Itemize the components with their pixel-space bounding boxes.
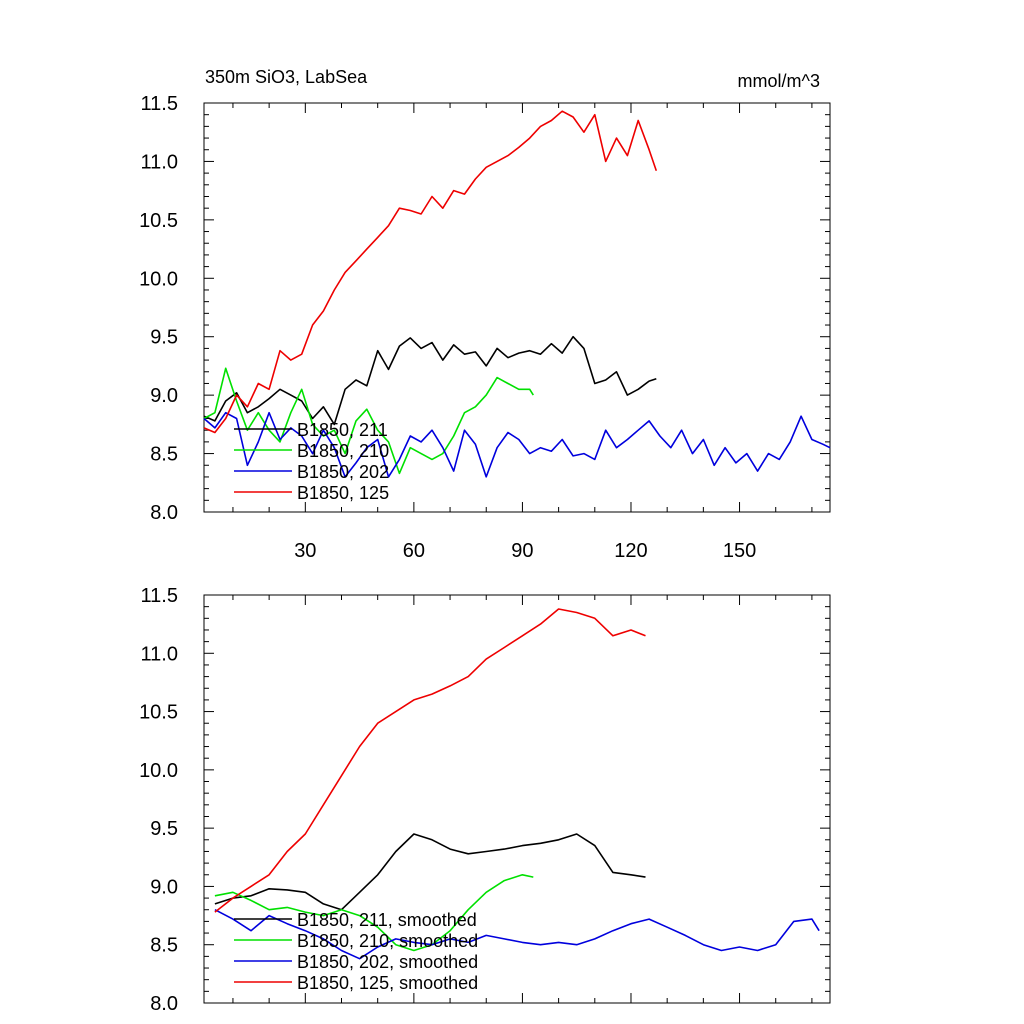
series-line [203,335,657,426]
chart-title: 350m SiO3, LabSea [205,67,368,87]
legend-label: B1850, 210, smoothed [297,931,478,951]
series-line [203,367,534,475]
y-tick-label: 9.0 [150,876,178,898]
y-tick-label: 8.5 [150,444,178,466]
y-tick-label: 11.5 [141,93,178,115]
x-tick-label: 30 [294,540,316,562]
y-tick-label: 11.0 [141,151,178,173]
series-line [214,608,646,913]
x-tick-label: 60 [403,540,425,562]
legend-label: B1850, 202 [297,462,389,482]
x-tick-label: 150 [723,540,756,562]
legend-label: B1850, 210 [297,441,389,461]
series-line [214,833,646,911]
legend-label: B1850, 211, smoothed [297,910,477,930]
x-tick-label: 120 [614,540,647,562]
legend-label: B1850, 125, smoothed [297,973,478,993]
y-tick-label: 11.5 [141,585,178,607]
top-panel: 8.0 8.5 9.0 9.5 10.0 10.5 11.0 11.5 30 60 90 120 150… [139,93,831,562]
plot-frame [203,102,831,513]
y-tick-label: 10.5 [139,702,178,724]
legend-label: B1850, 211 [297,420,388,440]
x-tick-label: 90 [511,540,533,562]
series-line [214,873,534,952]
y-tick-label: 9.5 [150,818,178,840]
y-tick-label: 10.5 [139,210,178,232]
y-tick-label: 10.0 [139,760,178,782]
series-line [214,908,820,960]
y-tick-label: 8.0 [150,993,178,1015]
y-tick-label: 9.0 [150,385,178,407]
legend-label: B1850, 202, smoothed [297,952,478,972]
series-line [203,110,658,434]
legend-label: B1850, 125 [297,483,389,503]
y-tick-label: 8.0 [150,502,178,524]
y-tick-label: 11.0 [141,643,178,665]
y-tick-label: 9.5 [150,327,178,349]
bottom-panel: 8.0 8.5 9.0 9.5 10.0 10.5 11.0 11.5 B1850, 211, … [139,585,831,1015]
plot-frame [203,594,831,1004]
chart-units: mmol/m^3 [738,71,820,91]
y-tick-label: 8.5 [150,935,178,957]
y-tick-label: 10.0 [139,268,178,290]
series-line [203,411,831,478]
